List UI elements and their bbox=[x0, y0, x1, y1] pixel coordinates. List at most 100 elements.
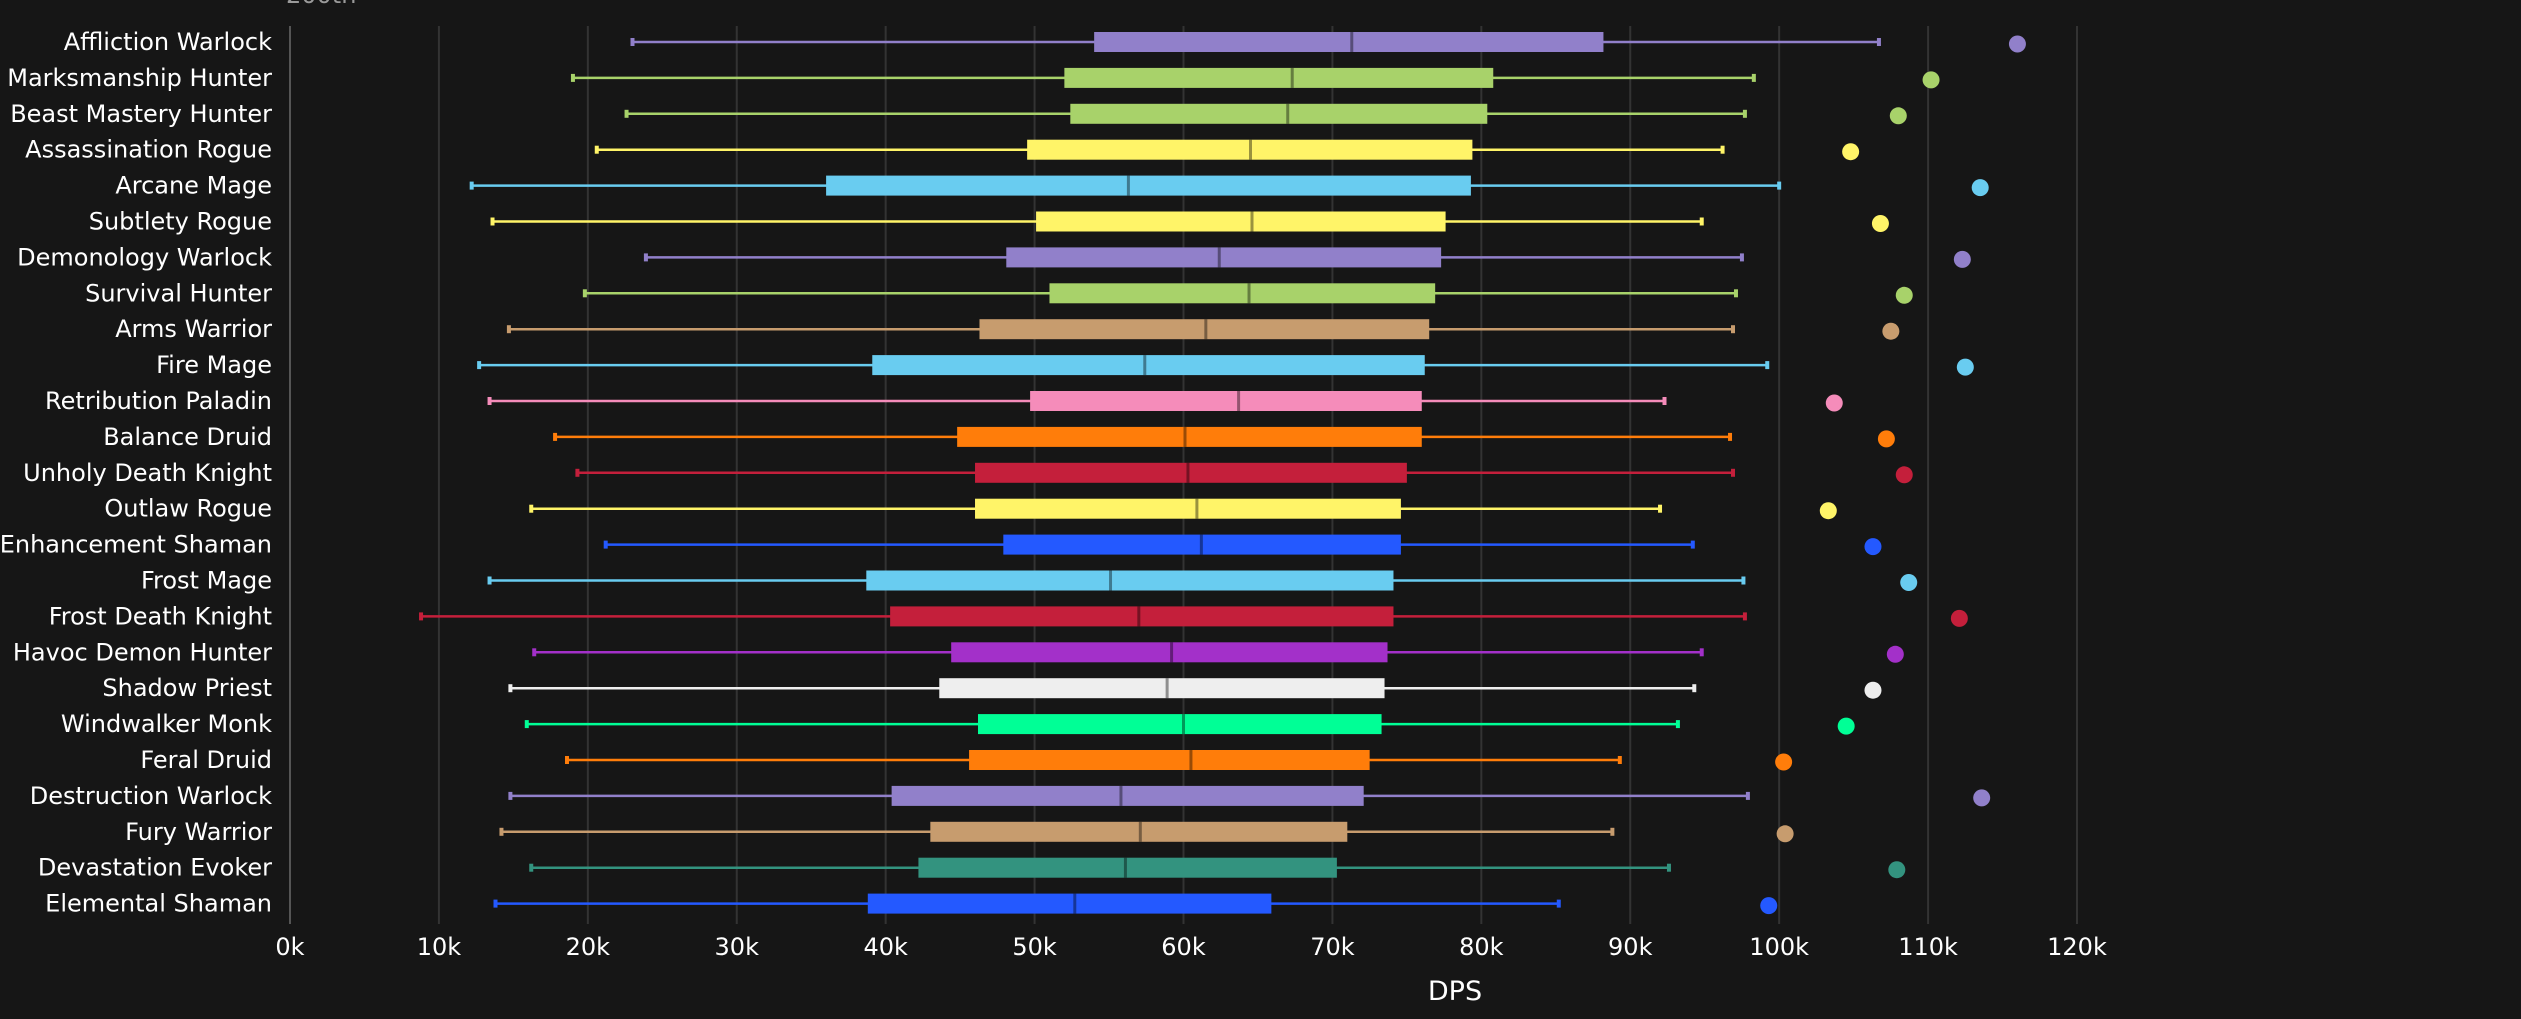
category-label: Affliction Warlock bbox=[64, 28, 272, 56]
box-rect bbox=[867, 893, 1272, 914]
category-label: Arms Warrior bbox=[115, 315, 272, 343]
category-label: Windwalker Monk bbox=[61, 710, 272, 738]
category-label: Retribution Paladin bbox=[45, 387, 272, 415]
box-rect bbox=[975, 462, 1407, 483]
x-tick-labels: 0k 10k 20k 30k 40k 50k 60k 70k 80k 90k 100k 110k 120… bbox=[275, 933, 2107, 961]
max-point bbox=[1953, 250, 1971, 268]
box-rect bbox=[1006, 247, 1442, 268]
category-label: Subtlety Rogue bbox=[89, 208, 272, 236]
box-series bbox=[506, 319, 1900, 340]
box-series bbox=[524, 714, 1855, 735]
box-series bbox=[469, 175, 1989, 197]
max-point bbox=[1776, 825, 1794, 843]
x-tick-label: 50k bbox=[1012, 933, 1057, 961]
box-rect bbox=[891, 785, 1364, 806]
box-rect bbox=[866, 570, 1394, 591]
box-rect bbox=[1049, 283, 1436, 304]
box-series bbox=[529, 857, 1906, 879]
box-series-group bbox=[419, 32, 2026, 915]
max-point bbox=[1882, 322, 1900, 340]
box-series bbox=[532, 642, 1904, 663]
category-label: Frost Mage bbox=[141, 567, 272, 595]
category-label: Devastation Evoker bbox=[38, 854, 272, 882]
max-point bbox=[1950, 609, 1968, 627]
max-point bbox=[1842, 143, 1860, 161]
category-label: Arcane Mage bbox=[115, 172, 272, 200]
box-series bbox=[487, 391, 1843, 412]
box-series bbox=[575, 462, 1913, 484]
category-label: Enhancement Shaman bbox=[0, 531, 272, 559]
box-rect bbox=[1070, 103, 1488, 124]
category-label: Unholy Death Knight bbox=[23, 459, 272, 487]
box-series bbox=[564, 750, 1793, 771]
x-tick-label: 100k bbox=[1749, 933, 1809, 961]
box-rect bbox=[872, 355, 1425, 376]
max-point bbox=[1760, 897, 1778, 915]
box-rect bbox=[890, 606, 1394, 627]
box-series bbox=[499, 821, 1794, 843]
box-series bbox=[477, 355, 1974, 376]
box-rect bbox=[918, 857, 1337, 878]
box-series bbox=[508, 678, 1882, 699]
max-point bbox=[1871, 215, 1889, 232]
category-label: Fire Mage bbox=[156, 351, 272, 379]
box-rect bbox=[957, 426, 1422, 447]
x-tick-label: 30k bbox=[715, 933, 760, 961]
box-rect bbox=[930, 821, 1348, 842]
box-series bbox=[419, 606, 1968, 627]
x-tick-label: 120k bbox=[2047, 933, 2107, 961]
x-tick-label: 20k bbox=[566, 933, 611, 961]
box-rect bbox=[977, 714, 1382, 735]
x-tick-label: 90k bbox=[1608, 933, 1653, 961]
x-tick-label: 10k bbox=[417, 933, 462, 961]
box-rect bbox=[1036, 211, 1446, 232]
box-rect bbox=[979, 319, 1430, 340]
category-label: Beast Mastery Hunter bbox=[10, 100, 272, 128]
category-label: Assassination Rogue bbox=[25, 136, 272, 164]
box-rect bbox=[1064, 67, 1494, 88]
max-point bbox=[2008, 35, 2026, 53]
max-point bbox=[1864, 681, 1882, 699]
box-rect bbox=[951, 642, 1388, 663]
max-point bbox=[1825, 394, 1843, 412]
max-point bbox=[1819, 502, 1837, 520]
max-point bbox=[1775, 753, 1793, 771]
x-tick-label: 60k bbox=[1161, 933, 1206, 961]
box-series bbox=[643, 247, 1971, 268]
box-series bbox=[603, 534, 1882, 556]
box-series bbox=[493, 893, 1778, 915]
category-label: Marksmanship Hunter bbox=[7, 64, 272, 92]
box-series bbox=[570, 67, 1940, 89]
box-rect bbox=[1027, 139, 1473, 160]
max-point bbox=[1895, 286, 1913, 304]
category-label: Demonology Warlock bbox=[17, 243, 272, 271]
max-point bbox=[1837, 717, 1855, 735]
box-series bbox=[630, 32, 2026, 53]
box-series bbox=[529, 498, 1837, 520]
max-point bbox=[1888, 861, 1906, 879]
box-series bbox=[582, 283, 1913, 304]
box-rect bbox=[969, 750, 1370, 770]
max-point bbox=[1922, 71, 1940, 89]
max-point bbox=[1864, 538, 1882, 556]
max-point bbox=[1877, 430, 1895, 448]
category-label: Fury Warrior bbox=[125, 818, 272, 846]
x-tick-label: 80k bbox=[1459, 933, 1504, 961]
box-series bbox=[594, 139, 1860, 161]
max-point bbox=[1956, 358, 1974, 376]
max-point bbox=[1889, 107, 1907, 125]
category-label: Havoc Demon Hunter bbox=[13, 638, 272, 666]
category-label: Outlaw Rogue bbox=[104, 495, 272, 523]
max-point bbox=[1895, 466, 1913, 484]
x-tick-label: 70k bbox=[1310, 933, 1355, 961]
x-axis-title: DPS bbox=[1428, 976, 1482, 1007]
max-point bbox=[1900, 574, 1918, 591]
box-rect bbox=[1030, 391, 1422, 411]
category-labels: Affliction Warlock Marksmanship Hunter Bea… bbox=[0, 28, 272, 918]
max-point bbox=[1973, 789, 1991, 807]
max-point bbox=[1886, 645, 1904, 663]
box-series bbox=[490, 211, 1889, 232]
category-label: Elemental Shaman bbox=[45, 890, 272, 918]
box-series bbox=[508, 785, 1991, 807]
